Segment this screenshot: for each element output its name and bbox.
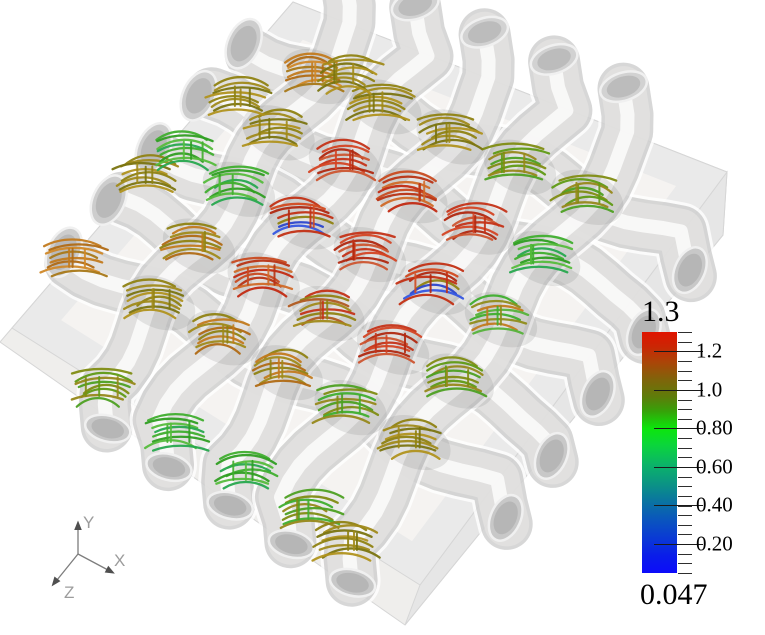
colorbar-minor-tick xyxy=(678,438,692,439)
colorbar-minor-tick xyxy=(678,457,692,459)
colorbar-minor-tick xyxy=(678,524,692,526)
colorbar-minor-tick xyxy=(678,370,692,372)
colorbar-minor-tick xyxy=(678,573,692,574)
colorbar-minor-tick xyxy=(678,332,692,333)
colorbar-minor-tick xyxy=(678,399,692,401)
colorbar-minor-tick xyxy=(678,544,692,546)
colorbar-tick-label: 0.80 xyxy=(696,415,733,440)
colorbar-major-tick xyxy=(654,466,703,468)
colorbar-min-label: 0.047 xyxy=(640,578,708,611)
colorbar-minor-tick xyxy=(678,360,692,362)
colorbar-major-tick xyxy=(654,389,703,391)
colorbar-minor-tick xyxy=(678,553,692,555)
colorbar-minor-tick xyxy=(678,515,692,517)
orientation-axes: Y X Z xyxy=(51,513,125,602)
colorbar-tick-label: 1.2 xyxy=(696,338,723,363)
colorbar-minor-tick xyxy=(678,486,692,488)
colorbar-gradient xyxy=(642,332,677,573)
colorbar-tick-label: 1.0 xyxy=(696,377,723,402)
colorbar-major-tick xyxy=(654,505,703,507)
axis-y-label: Y xyxy=(83,513,94,532)
colorbar-minor-tick xyxy=(678,409,692,411)
colorbar-minor-tick xyxy=(678,341,692,343)
colorbar-max-label: 1.3 xyxy=(642,295,680,328)
colorbar-tick-label: 0.40 xyxy=(696,492,733,517)
colorbar-minor-tick xyxy=(678,447,692,449)
colorbar-minor-tick xyxy=(678,418,692,420)
colorbar-minor-tick xyxy=(678,563,692,565)
colorbar-tick-label: 0.60 xyxy=(696,454,733,479)
colorbar-tick-label: 0.20 xyxy=(696,531,733,556)
colorbar-major-tick xyxy=(654,543,703,545)
colorbar-minor-tick xyxy=(678,495,692,497)
streamline-bundles xyxy=(39,52,618,562)
colorbar-major-tick xyxy=(654,428,703,430)
axis-z-label: Z xyxy=(64,583,74,602)
colorbar-minor-tick xyxy=(678,380,692,382)
axis-x-label: X xyxy=(114,551,125,570)
colorbar-minor-tick xyxy=(678,534,692,536)
colorbar-major-tick xyxy=(654,351,703,353)
colorbar-minor-tick xyxy=(678,476,692,478)
